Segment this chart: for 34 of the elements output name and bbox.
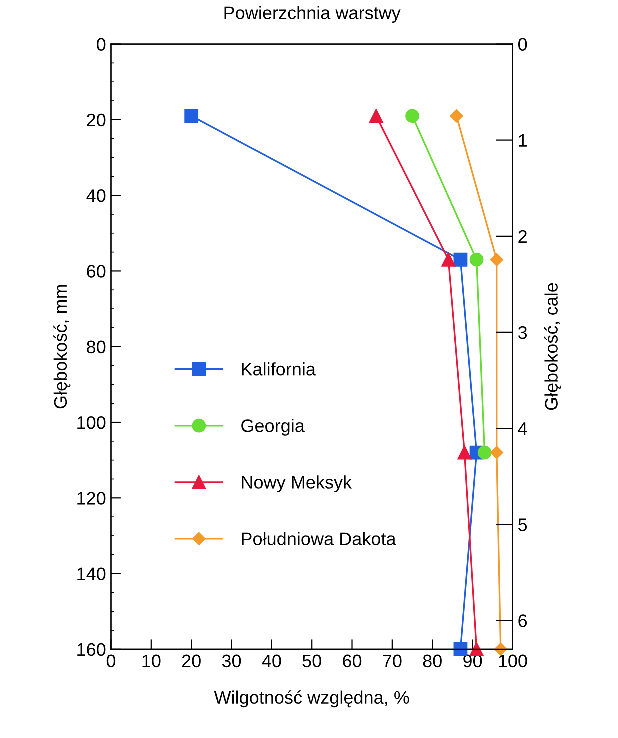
x-tick-label: 30 — [222, 654, 242, 668]
x-tick-label: 60 — [343, 654, 362, 668]
x-tick-label: 80 — [423, 654, 442, 668]
legend-label: Georgia — [242, 419, 305, 436]
x-tick-label: 40 — [262, 654, 282, 668]
x-axis-title: Wilgotność względna, % — [214, 690, 410, 708]
y-tick-label: 140 — [78, 568, 106, 581]
y2-tick-label: 1 — [519, 134, 527, 147]
y2-tick-label: 5 — [518, 518, 528, 532]
x-tick-label: 50 — [302, 654, 322, 668]
y-tick-label: 100 — [78, 416, 106, 430]
x-tick-label: 70 — [383, 654, 402, 668]
y2-axis-title: Głębokość, cale — [544, 283, 562, 410]
chart-title: Powierzchnia warstwy — [224, 6, 401, 24]
y-axis-title: Głębokość, mm — [54, 285, 71, 409]
y-tick-label: 160 — [78, 643, 106, 656]
y-tick-label: 60 — [87, 265, 106, 278]
x-tick-label: 0 — [106, 654, 116, 668]
y-tick-label: 0 — [97, 38, 106, 51]
x-tick-label: 10 — [142, 654, 161, 668]
x-tick-label: 20 — [182, 654, 201, 668]
y2-tick-label: 6 — [518, 614, 528, 628]
y-tick-label: 80 — [87, 340, 106, 354]
x-tick-label: 100 — [499, 654, 528, 668]
legend-label: Południowa Dakota — [242, 532, 396, 546]
y2-tick-label: 2 — [518, 230, 527, 243]
y-tick-label: 120 — [78, 492, 106, 505]
y2-tick-label: 0 — [518, 38, 528, 51]
y2-tick-label: 4 — [518, 422, 528, 436]
legend-label: Nowy Meksyk — [242, 476, 352, 492]
y-tick-label: 40 — [86, 190, 106, 202]
legend-label: Kalifornia — [242, 362, 316, 376]
y2-tick-label: 3 — [518, 326, 528, 340]
y-tick-label: 20 — [87, 114, 106, 127]
